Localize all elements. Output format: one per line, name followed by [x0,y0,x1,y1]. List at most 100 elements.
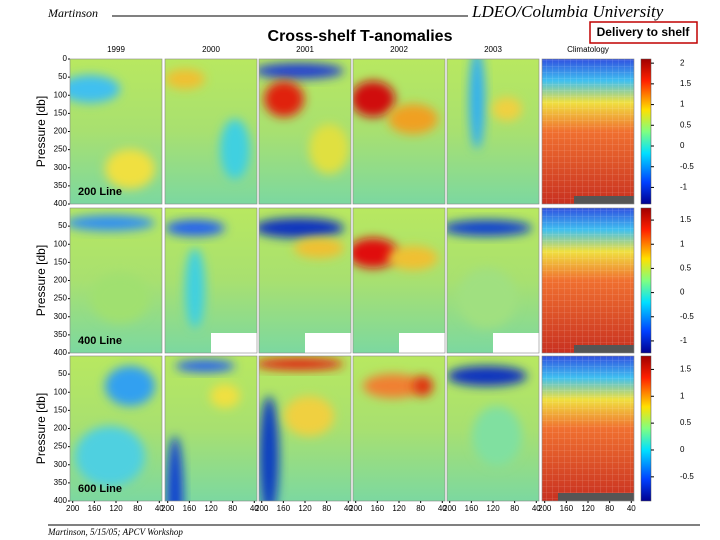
column-title: 2000 [202,45,220,54]
x-tick-label: 80 [510,504,519,513]
colorbar [640,58,652,205]
x-tick-label: 120 [109,504,123,513]
x-tick-label: 200 [443,504,457,513]
y-axis-label: Pressure [db] [34,393,48,464]
y-tick-label: 150 [54,257,68,266]
panel-frame [541,58,635,205]
panel-frame [446,207,540,354]
x-tick-label: 160 [277,504,291,513]
anomaly-blob [175,360,235,372]
anomaly-blob [165,69,205,89]
y-tick-label: 350 [54,330,68,339]
panel [164,207,258,354]
x-tick-label: 120 [298,504,312,513]
colorbar-tick-label: 1.5 [680,215,692,224]
anomaly-blob [185,248,205,328]
panel-field [447,208,539,353]
panel-field [70,356,162,501]
y-tick-label: 250 [54,294,68,303]
x-tick-label: 80 [322,504,331,513]
panel-frame [352,58,446,205]
anomaly-blob [309,124,349,174]
x-tick-label: 40 [438,504,447,513]
x-tick-label: 80 [133,504,142,513]
colorbar-tick-label: 1 [680,239,685,248]
anomaly-blob [388,104,438,134]
panel-frame [164,58,258,205]
y-tick-label: 300 [54,312,68,321]
anomaly-field [447,59,539,204]
x-tick-label: 160 [371,504,385,513]
colorbar-tick-label: 0.5 [680,120,692,129]
y-tick-label: 100 [54,90,68,99]
x-tick-label: 40 [155,504,164,513]
panel-field [447,59,539,204]
x-tick-label: 200 [66,504,80,513]
panel-frame [69,58,163,205]
anomaly-blob [259,358,344,370]
panel-field [165,208,257,353]
author: Martinson [47,6,98,20]
panel [446,58,540,205]
x-tick-label: 200 [255,504,269,513]
blank-area [305,333,351,353]
anomaly-blob [294,238,344,258]
x-tick-label: 80 [416,504,425,513]
y-tick-label: 0 [63,54,68,63]
panel [541,355,635,502]
blank-area [211,333,257,353]
panel-field [165,59,257,204]
column-title: 1999 [107,45,125,54]
x-tick-label: 160 [183,504,197,513]
panel-frame [258,207,352,354]
x-tick-label: 200 [161,504,175,513]
x-tick-label: 160 [560,504,574,513]
delivery-button[interactable] [589,21,698,44]
y-tick-label: 250 [54,442,68,451]
colorbar-tick-label: 0 [680,445,685,454]
anomaly-blob [220,119,250,179]
panel [69,58,163,205]
panel [164,58,258,205]
panel-field [353,208,445,353]
panel-field [259,59,351,204]
anomaly-blob [165,220,225,236]
anomaly-blob [353,81,395,117]
anomaly-blob [210,384,240,408]
panel-field [259,356,351,501]
panel [352,207,446,354]
x-tick-label: 40 [532,504,541,513]
x-tick-label: 120 [486,504,500,513]
x-tick-label: 200 [349,504,363,513]
anomaly-blob [363,374,423,398]
colorbar-tick-label: 1 [680,100,685,109]
column-title: Climatology [567,45,609,54]
anomaly-field [353,59,445,204]
panel-frame [352,207,446,354]
panel [258,58,352,205]
panel-frame [541,207,635,354]
anomaly-blob [259,218,344,238]
y-tick-label: 300 [54,460,68,469]
colorbar-tick-label: 1.5 [680,79,692,88]
panel [541,58,635,205]
panel [541,207,635,354]
panel-frame [446,58,540,205]
delivery-button-label[interactable]: Delivery to shelf [597,25,691,39]
anomaly-blob [70,75,120,103]
slide-title: Cross-shelf T-anomalies [268,28,453,45]
x-tick-label: 80 [228,504,237,513]
anomaly-blob [259,396,279,501]
y-tick-label: 400 [54,348,68,357]
row-label: 600 Line [78,483,122,495]
panel [258,355,352,502]
panel-field [447,356,539,501]
anomaly-blob [264,81,304,117]
blank-area [399,333,445,353]
colorbar-tick-label: -0.5 [680,312,694,321]
column-title: 2003 [484,45,502,54]
bottom-bar [558,493,634,501]
anomaly-blob [70,215,155,231]
anomaly-blob [353,238,398,268]
x-tick-label: 120 [204,504,218,513]
